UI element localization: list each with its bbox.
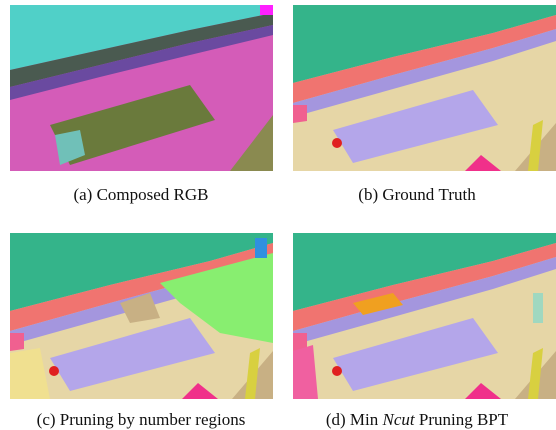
caption: (d) Min Ncut Pruning BPT: [278, 410, 556, 430]
caption: (b) Ground Truth: [278, 185, 556, 205]
segmentation-d: [293, 233, 556, 399]
caption: (a) Composed RGB: [2, 185, 280, 205]
caption-text: Pruning BPT: [415, 410, 509, 429]
figure: (a) Composed RGB (b) Ground Truth (c) Pr…: [0, 0, 556, 430]
caption-math: Ncut: [383, 410, 415, 429]
ground-truth-image: [293, 5, 556, 171]
rgb-image: [10, 5, 273, 171]
caption-text: (d) Min: [326, 410, 383, 429]
caption: (c) Pruning by number regions: [2, 410, 280, 430]
segmentation-c: [10, 233, 273, 399]
